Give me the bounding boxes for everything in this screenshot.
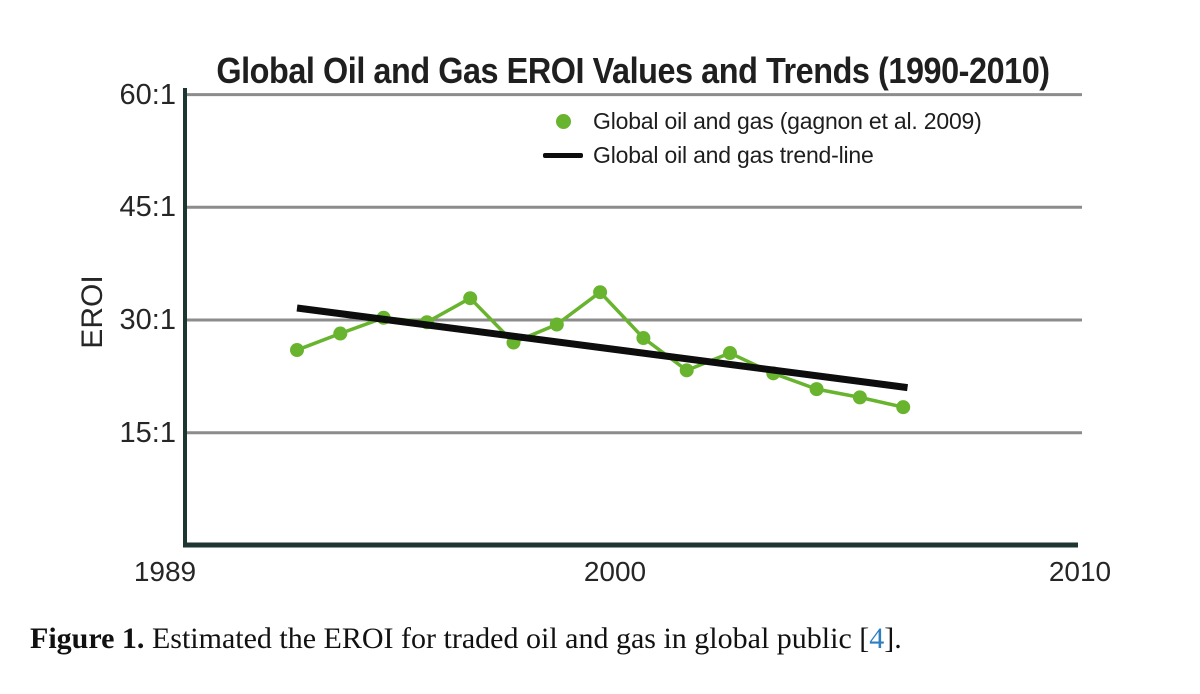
x-tick-1989: 1989 xyxy=(133,556,197,587)
plot-area xyxy=(183,88,1082,548)
y-tick-30: 30:1 xyxy=(119,304,176,336)
legend-item-trend: Global oil and gas trend-line xyxy=(543,140,982,171)
data-point-1999 xyxy=(593,285,608,300)
chart-legend: Global oil and gas (gagnon et al. 2009) … xyxy=(543,106,982,171)
legend-item-series: Global oil and gas (gagnon et al. 2009) xyxy=(543,106,982,137)
legend-line-marker-icon xyxy=(543,153,583,158)
legend-trend-label: Global oil and gas trend-line xyxy=(593,142,874,168)
data-point-2005 xyxy=(852,390,867,405)
data-point-1996 xyxy=(463,291,478,306)
y-tick-45: 45:1 xyxy=(119,191,176,223)
data-point-1998 xyxy=(549,317,564,332)
y-axis-label: EROI xyxy=(76,275,109,349)
y-tick-15: 15:1 xyxy=(119,417,176,449)
data-point-2000 xyxy=(636,331,651,346)
data-point-2006 xyxy=(896,400,911,415)
data-point-1993 xyxy=(333,326,348,341)
data-point-1992 xyxy=(290,343,304,358)
chart-title: Global Oil and Gas EROI Values and Trend… xyxy=(216,50,1050,91)
data-point-2002 xyxy=(723,346,737,361)
y-tick-60: 60:1 xyxy=(119,79,176,111)
legend-series-label: Global oil and gas (gagnon et al. 2009) xyxy=(593,108,982,134)
x-tick-2010: 2010 xyxy=(1048,556,1112,587)
data-point-2001 xyxy=(679,363,694,378)
data-point-2004 xyxy=(809,382,824,397)
caption-suffix: ]. xyxy=(884,622,902,655)
x-tick-2000: 2000 xyxy=(583,556,647,587)
caption-reference-link[interactable]: 4 xyxy=(869,622,885,655)
figure-caption: Figure 1. Estimated the EROI for traded … xyxy=(30,618,1190,660)
caption-label: Figure 1. xyxy=(30,622,145,655)
trend-line xyxy=(296,304,908,392)
legend-dot-marker-icon xyxy=(543,114,583,129)
caption-text: Estimated the EROI for traded oil and ga… xyxy=(144,622,870,655)
